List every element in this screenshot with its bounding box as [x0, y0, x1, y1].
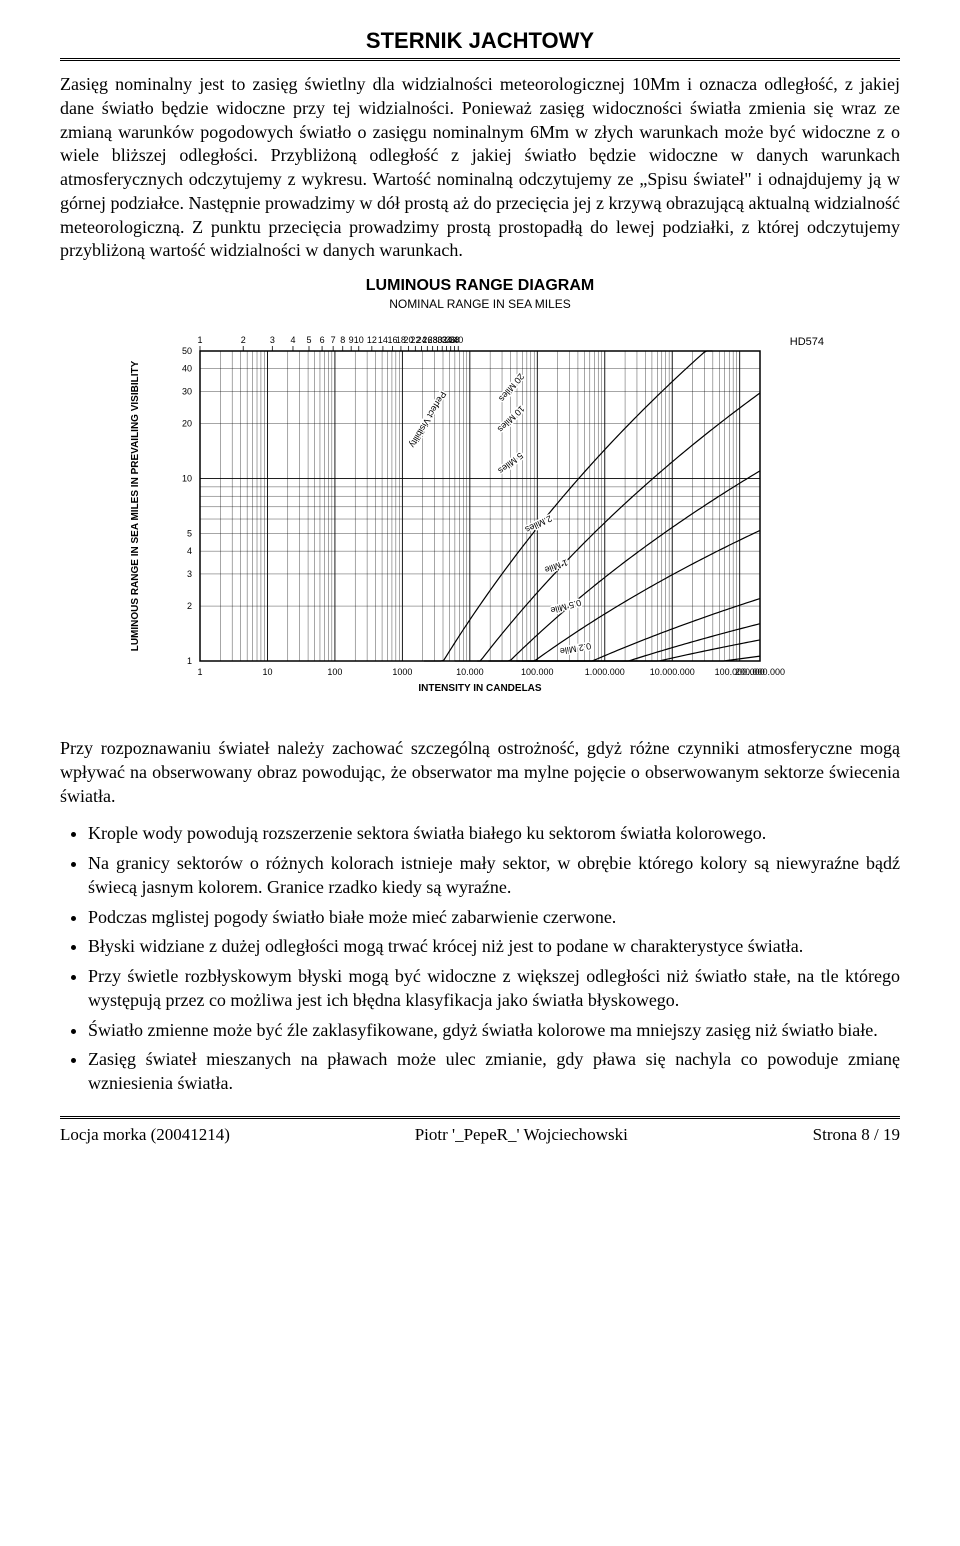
bullet-list: Krople wody powodują rozszerzenie sektor… [60, 822, 900, 1096]
svg-text:3: 3 [270, 335, 275, 345]
svg-text:1 Mile: 1 Mile [543, 557, 569, 575]
svg-text:10.000.000: 10.000.000 [650, 667, 695, 677]
svg-text:2 Miles: 2 Miles [523, 513, 553, 535]
svg-text:10: 10 [182, 474, 192, 484]
svg-text:200.000.000: 200.000.000 [735, 667, 785, 677]
svg-text:Perfect Visibility: Perfect Visibility [407, 390, 448, 450]
svg-text:40: 40 [182, 364, 192, 374]
svg-text:1000: 1000 [392, 667, 412, 677]
svg-text:0.2 Mile: 0.2 Mile [559, 641, 592, 656]
svg-text:1: 1 [197, 335, 202, 345]
paragraph-2: Przy rozpoznawaniu świateł należy zachow… [60, 737, 900, 808]
svg-text:4: 4 [187, 546, 192, 556]
svg-text:7: 7 [331, 335, 336, 345]
chart-subtitle: NOMINAL RANGE IN SEA MILES [120, 297, 840, 311]
svg-text:5: 5 [187, 528, 192, 538]
bullet-item: Błyski widziane z dużej odległości mogą … [88, 935, 900, 959]
footer-left: Locja morka (20041214) [60, 1125, 230, 1145]
svg-text:10.000: 10.000 [456, 667, 484, 677]
svg-text:1: 1 [197, 667, 202, 677]
svg-text:2: 2 [187, 601, 192, 611]
svg-text:HD574: HD574 [790, 336, 824, 348]
bullet-item: Na granicy sektorów o różnych kolorach i… [88, 852, 900, 900]
svg-text:10: 10 [354, 335, 364, 345]
bullet-item: Podczas mglistej pogody światło białe mo… [88, 906, 900, 930]
bullet-item: Przy świetle rozbłyskowym błyski mogą by… [88, 965, 900, 1013]
svg-text:40: 40 [453, 335, 463, 345]
svg-text:8: 8 [340, 335, 345, 345]
svg-text:1: 1 [187, 656, 192, 666]
svg-text:10 Miles: 10 Miles [495, 404, 526, 435]
svg-text:6: 6 [320, 335, 325, 345]
svg-text:10: 10 [262, 667, 272, 677]
svg-text:100.000: 100.000 [521, 667, 554, 677]
footer-rule [60, 1116, 900, 1119]
header-rule [60, 58, 900, 61]
svg-text:100: 100 [327, 667, 342, 677]
svg-text:12: 12 [367, 335, 377, 345]
svg-text:1.000.000: 1.000.000 [585, 667, 625, 677]
svg-text:INTENSITY IN CANDELAS: INTENSITY IN CANDELAS [418, 683, 541, 694]
chart-title: LUMINOUS RANGE DIAGRAM [120, 277, 840, 295]
page-title: STERNIK JACHTOWY [60, 28, 900, 54]
footer-center: Piotr '_PepeR_' Wojciechowski [415, 1125, 628, 1145]
svg-text:20 Miles: 20 Miles [497, 371, 527, 403]
footer-right: Strona 8 / 19 [813, 1125, 900, 1145]
svg-text:30: 30 [182, 386, 192, 396]
svg-text:0.5 Mile: 0.5 Mile [549, 598, 582, 616]
bullet-item: Światło zmienne może być źle zaklasyfiko… [88, 1019, 900, 1043]
svg-text:5: 5 [306, 335, 311, 345]
svg-text:2: 2 [241, 335, 246, 345]
chart-svg: 1234567891012141618202224262830323436384… [120, 315, 840, 715]
svg-text:50: 50 [182, 346, 192, 356]
paragraph-1: Zasięg nominalny jest to zasięg świetlny… [60, 73, 900, 263]
svg-text:20: 20 [182, 419, 192, 429]
svg-text:14: 14 [378, 335, 388, 345]
svg-text:4: 4 [290, 335, 295, 345]
svg-text:LUMINOUS RANGE IN SEA MILES IN: LUMINOUS RANGE IN SEA MILES IN PREVAILIN… [130, 360, 141, 651]
bullet-item: Krople wody powodują rozszerzenie sektor… [88, 822, 900, 846]
bullet-item: Zasięg świateł mieszanych na pławach moż… [88, 1048, 900, 1096]
luminous-range-chart: LUMINOUS RANGE DIAGRAM NOMINAL RANGE IN … [120, 277, 840, 715]
svg-text:3: 3 [187, 569, 192, 579]
